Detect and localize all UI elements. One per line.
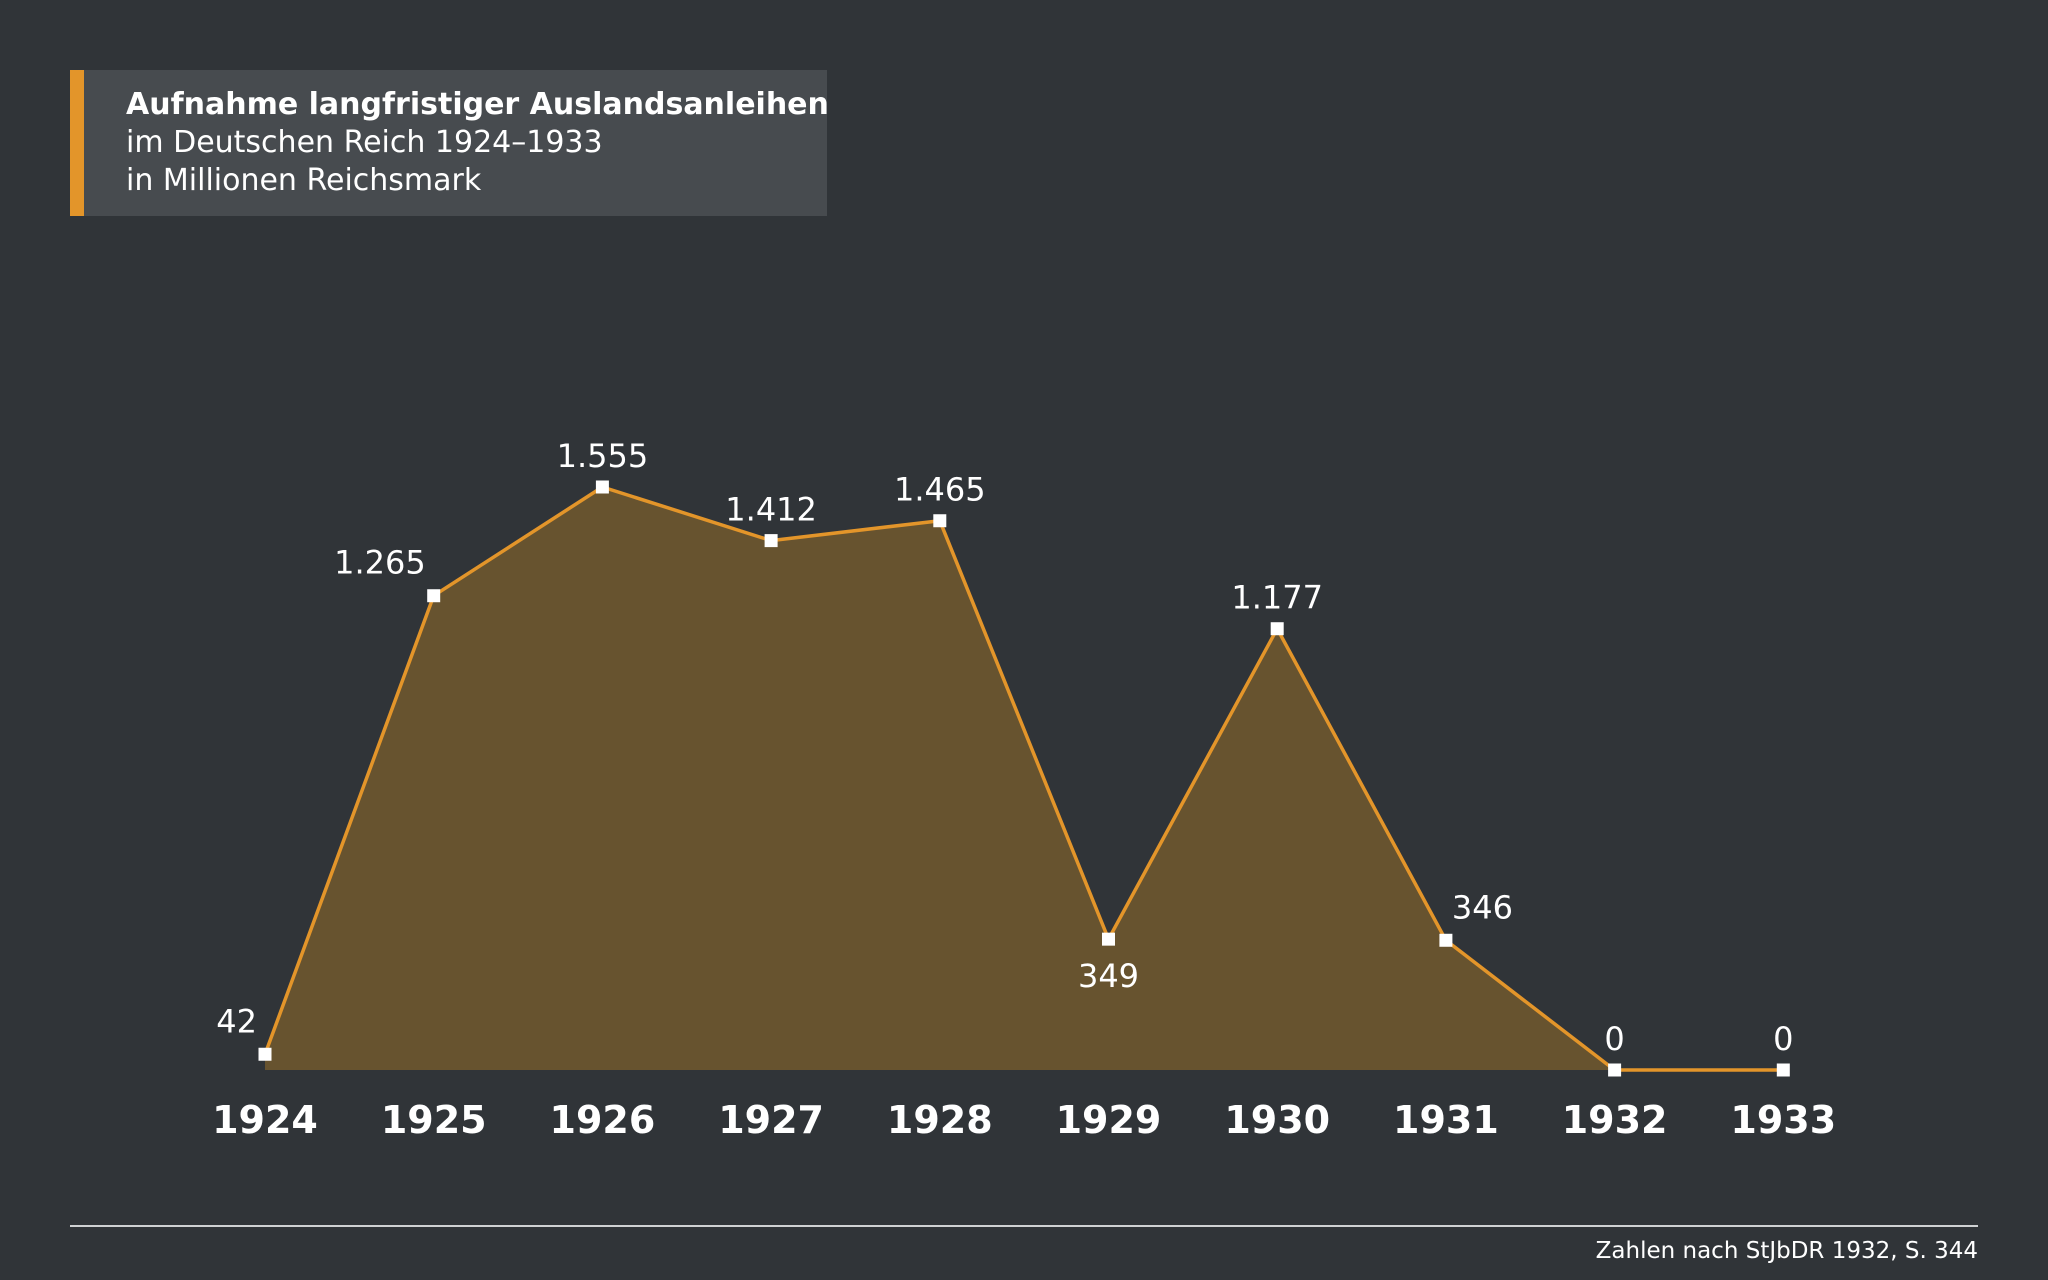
x-tick-1928: 1928	[887, 1098, 993, 1142]
data-point-1927	[764, 534, 778, 548]
x-tick-1929: 1929	[1056, 1098, 1162, 1142]
data-point-1928	[933, 514, 947, 528]
data-label-1932: 0	[1604, 1020, 1624, 1058]
footer-divider	[70, 1225, 1978, 1227]
data-label-1924: 42	[216, 1002, 257, 1040]
title-accent-bar	[70, 70, 84, 216]
data-label-1926: 1.555	[557, 437, 649, 475]
data-point-1930	[1270, 622, 1284, 636]
data-point-1933	[1776, 1063, 1790, 1077]
data-point-1929	[1102, 932, 1115, 946]
title-subtitle: im Deutschen Reich 1924–1933	[126, 125, 603, 160]
data-point-1924	[258, 1047, 272, 1061]
title-unit: in Millionen Reichsmark	[126, 163, 482, 198]
x-axis-labels: 1924 1925 1926 1927 1928 1929 1930 1931 1932 1933	[212, 1098, 1836, 1142]
source-note: Zahlen nach StJbDR 1932, S. 344	[1595, 1238, 1978, 1264]
series-line	[263, 485, 1784, 1072]
title-box: Aufnahme langfristiger Auslandsanleihen …	[70, 70, 829, 216]
x-tick-1927: 1927	[718, 1098, 824, 1142]
x-tick-1933: 1933	[1730, 1098, 1836, 1142]
series-area	[265, 487, 1784, 1070]
data-label-1930: 1.177	[1231, 579, 1323, 617]
data-label-1933: 0	[1773, 1020, 1793, 1058]
x-tick-1926: 1926	[550, 1098, 656, 1142]
data-label-1928: 1.465	[894, 471, 986, 509]
data-point-1925	[427, 589, 441, 603]
x-tick-1925: 1925	[381, 1098, 487, 1142]
data-labels: 42 1.265 1.555 1.412 1.465 349 1.177 346 0 0	[216, 437, 1793, 1058]
data-point-1926	[595, 480, 609, 494]
x-tick-1924: 1924	[212, 1098, 318, 1142]
chart-title: Aufnahme langfristiger Auslandsanleihen …	[126, 86, 829, 200]
x-tick-1932: 1932	[1562, 1098, 1668, 1142]
data-point-1932	[1608, 1063, 1622, 1077]
x-tick-1930: 1930	[1224, 1098, 1330, 1142]
data-point-1931	[1439, 933, 1453, 947]
data-label-1929: 349	[1078, 957, 1139, 995]
title-main: Aufnahme langfristiger Auslandsanleihen	[126, 87, 829, 122]
data-label-1925: 1.265	[334, 544, 426, 582]
series-markers	[258, 480, 1790, 1077]
x-tick-1931: 1931	[1393, 1098, 1499, 1142]
data-label-1931: 346	[1452, 888, 1513, 926]
data-label-1927: 1.412	[725, 491, 817, 529]
